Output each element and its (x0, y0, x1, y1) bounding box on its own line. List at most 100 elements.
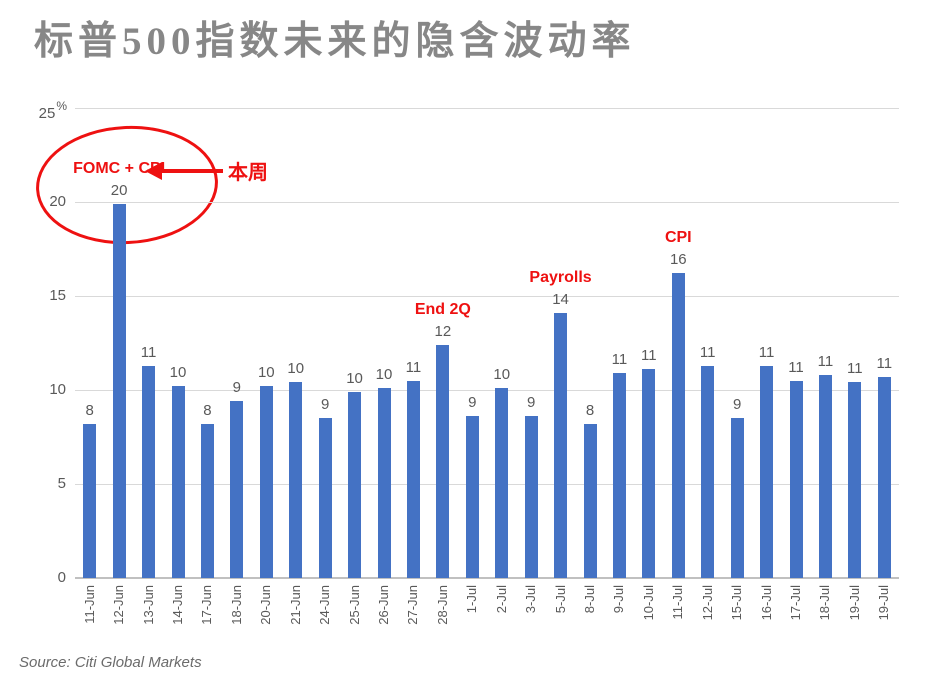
bar-value-label: 10 (493, 366, 511, 384)
x-tick-label: 5-Jul (552, 585, 568, 614)
x-tick-label: 18-Jun (228, 585, 244, 625)
bar (200, 423, 214, 578)
bar (701, 365, 715, 578)
x-tick-label: 3-Jul (523, 585, 539, 614)
event-annotation: End 2Q (414, 300, 471, 318)
y-tick-label: 25% (38, 99, 67, 122)
bar-value-label: 8 (585, 401, 595, 419)
bar-value-label: 9 (526, 394, 536, 412)
bar (318, 418, 332, 578)
x-tick-label: 24-Jun (317, 585, 333, 625)
bar (612, 373, 626, 578)
bar (554, 312, 568, 578)
bar (171, 386, 185, 578)
bar-value-label: 11 (641, 347, 657, 365)
gridline (75, 295, 899, 297)
bar-value-label: 10 (346, 369, 363, 387)
x-tick-label: 11-Jun (81, 585, 97, 624)
y-tick-label: 15 (49, 287, 66, 304)
x-tick-label: 12-Jul (699, 585, 715, 621)
bar-value-label: 11 (847, 360, 863, 378)
gridline (75, 389, 899, 391)
x-tick-label: 28-Jun (434, 585, 450, 625)
x-tick-label: 12-Jun (111, 585, 127, 625)
x-tick-label: 10-Jul (640, 585, 656, 621)
bar-value-label: 9 (232, 379, 242, 397)
bar-value-label: 10 (375, 366, 393, 384)
x-tick-label: 21-Jun (287, 585, 303, 625)
bar-value-label: 11 (140, 343, 157, 361)
gridline (75, 483, 899, 485)
bar (289, 382, 303, 578)
x-tick-label: 1-Jul (464, 585, 480, 614)
x-tick-label: 17-Jun (199, 585, 215, 625)
x-tick-label: 16-Jul (758, 585, 774, 621)
bar-value-label: 11 (817, 352, 834, 370)
y-axis-unit: % (56, 99, 67, 113)
bar-value-label: 10 (287, 360, 305, 378)
bar-value-label: 11 (788, 358, 804, 376)
bar (583, 423, 597, 578)
bar (848, 382, 862, 578)
bar (377, 388, 391, 578)
y-tick-label: 0 (57, 569, 66, 586)
y-tick-label: 10 (49, 381, 66, 398)
bar-value-label: 8 (203, 401, 212, 419)
bar (436, 344, 450, 578)
bar (642, 369, 656, 578)
bar (789, 380, 803, 578)
bar (465, 416, 479, 578)
x-tick-label: 11-Jul (670, 585, 686, 620)
bar (406, 380, 420, 578)
bar-value-label: 20 (110, 181, 128, 199)
bar-value-label: 11 (699, 343, 716, 361)
bar (818, 374, 832, 578)
x-tick-label: 18-Jul (817, 585, 833, 621)
bar-value-label: 11 (405, 358, 422, 376)
x-tick-label: 27-Jun (405, 585, 421, 625)
chart-title: 标普500指数未来的隐含波动率 (34, 20, 636, 63)
bar (83, 423, 97, 578)
bar (877, 376, 891, 578)
x-tick-label: 19-Jul (876, 585, 892, 621)
x-axis-line (75, 577, 899, 579)
bar-value-label: 8 (85, 401, 94, 419)
bar (760, 365, 774, 578)
y-tick-label: 5 (57, 475, 66, 492)
bar-value-label: 9 (320, 396, 330, 414)
gridline (75, 201, 899, 203)
bar (730, 418, 744, 578)
bar-value-label: 10 (257, 364, 275, 382)
x-tick-label: 17-Jul (788, 585, 803, 621)
event-annotation: Payrolls (529, 268, 592, 286)
x-tick-label: 26-Jun (376, 585, 391, 625)
bar-value-label: 10 (169, 364, 187, 382)
event-annotation: CPI (664, 229, 692, 247)
bar (348, 391, 362, 578)
bar-value-label: 11 (611, 351, 628, 369)
x-tick-label: 20-Jun (258, 585, 274, 625)
bar (112, 203, 126, 578)
bar-value-label: 9 (732, 396, 742, 414)
this-week-note: 本周 (228, 162, 268, 184)
bar-value-label: 16 (669, 251, 687, 269)
event-annotation: FOMC + CPI (73, 159, 166, 177)
y-tick-label: 20 (49, 193, 66, 210)
x-tick-label: 2-Jul (493, 585, 509, 614)
bar (524, 416, 538, 578)
bar (142, 365, 156, 578)
bar (495, 388, 509, 578)
bar (230, 401, 244, 578)
x-tick-label: 8-Jul (582, 585, 597, 614)
this-week-arrowhead-icon (145, 162, 162, 180)
bar (671, 273, 685, 578)
x-tick-label: 14-Jun (170, 585, 185, 625)
x-tick-label: 25-Jun (346, 585, 362, 625)
source-note: Source: Citi Global Markets (19, 654, 202, 671)
bar (259, 386, 273, 578)
bar-value-label: 11 (758, 343, 775, 361)
bar-value-label: 11 (876, 354, 893, 372)
x-tick-label: 19-Jul (846, 585, 862, 621)
bar-value-label: 12 (434, 322, 452, 340)
